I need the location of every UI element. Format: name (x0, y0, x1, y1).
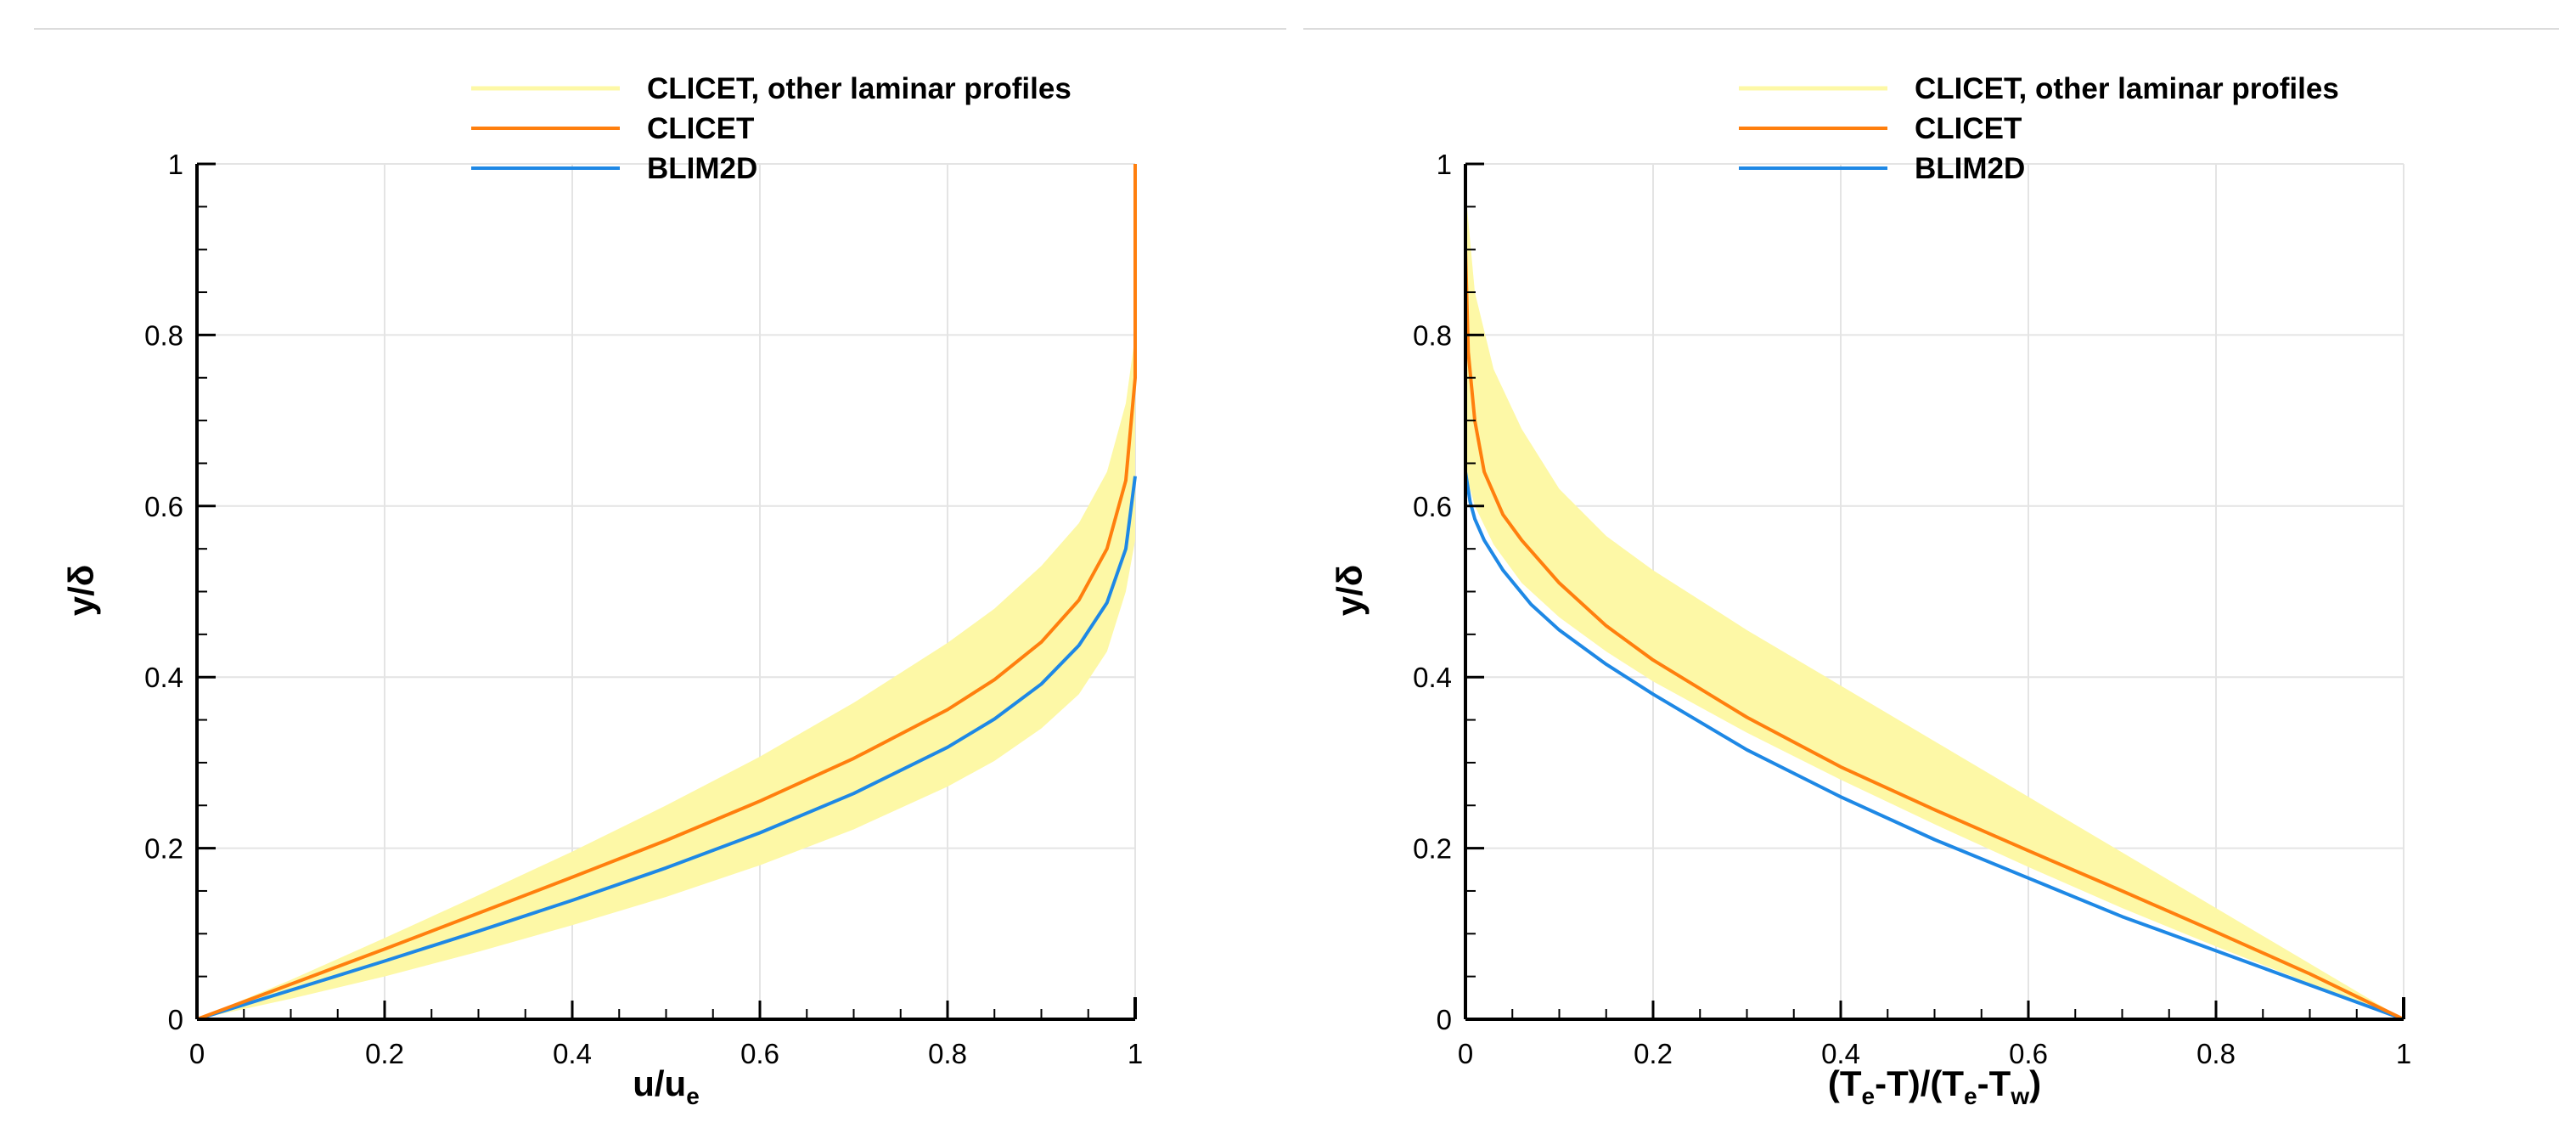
y-axis-label: y/δ (1330, 565, 1370, 617)
band-other-laminar-profiles (197, 335, 1135, 1019)
legend-label: CLICET (1915, 112, 2022, 145)
x-axis-label: (Te-T)/(Te-Tw) (1828, 1063, 2041, 1109)
x-tick-label: 0.8 (928, 1038, 967, 1069)
y-tick-label: 0.2 (1413, 833, 1452, 865)
y-tick-label: 1 (1437, 149, 1452, 180)
y-tick-label: 0.8 (144, 319, 183, 351)
panel-temperature-profile: 0 0.2 0.4 0.6 0.8 100.20.40.60.81y/δ(Te-T)/(T… (1330, 72, 2411, 1109)
x-tick-label: 0.6 (2009, 1038, 2048, 1069)
legend-label: BLIM2D (647, 152, 757, 185)
series-line-blim2d (1464, 471, 2404, 1021)
y-tick-label: 0.4 (144, 662, 183, 693)
x-tick-label: 0.6 (740, 1038, 779, 1069)
x-tick-label: 0.4 (553, 1038, 592, 1069)
x-axis-label-subscript: e (1964, 1083, 1977, 1109)
x-tick-label: 0 (1458, 1038, 1473, 1069)
x-axis-label-subscript: w (2010, 1083, 2029, 1109)
y-axis-label: y/δ (61, 565, 101, 617)
band-other-laminar-profiles (1465, 189, 2404, 1019)
y-tick-label: 0.6 (1413, 491, 1452, 522)
y-tick-label: 0.2 (144, 833, 183, 865)
x-tick-label: 1 (2396, 1038, 2411, 1069)
legend-label: CLICET, other laminar profiles (647, 72, 1071, 105)
x-axis-label-subscript: e (1862, 1083, 1876, 1109)
legend-label: CLICET (647, 112, 754, 145)
series-line-clicet (196, 164, 1137, 1021)
x-axis-label-part: ) (2029, 1063, 2041, 1103)
x-tick-label: 0.2 (365, 1038, 404, 1069)
x-tick-label: 0 (189, 1038, 205, 1069)
series-line-clicet (1464, 249, 2404, 1021)
x-tick-label: 1 (1128, 1038, 1143, 1069)
y-tick-label: 0 (168, 1004, 183, 1035)
y-tick-label: 0.8 (1413, 319, 1452, 351)
y-tick-label: 1 (168, 149, 183, 180)
x-tick-label: 0.4 (1821, 1038, 1860, 1069)
x-axis-label-part: -T)/(T (1875, 1063, 1964, 1103)
x-axis-label-subscript: e (686, 1083, 700, 1109)
legend-label: CLICET, other laminar profiles (1915, 72, 2339, 105)
x-axis-label-part: u/u (633, 1063, 686, 1103)
y-tick-label: 0.6 (144, 491, 183, 522)
x-axis-label-part: (T (1828, 1063, 1862, 1103)
legend-label: BLIM2D (1915, 152, 2025, 185)
x-tick-label: 0.2 (1634, 1038, 1673, 1069)
series-line-blim2d (196, 476, 1137, 1021)
y-tick-label: 0 (1437, 1004, 1452, 1035)
y-tick-label: 0.4 (1413, 662, 1452, 693)
x-axis-label-part: -T (1977, 1063, 2011, 1103)
panel-velocity-profile: 0 0.2 0.4 0.6 0.8 1 0 0.2 0.4 0.6 0.8 1 y/δ u/ue CLICE… (61, 72, 1143, 1109)
x-tick-label: 0.8 (2196, 1038, 2236, 1069)
x-axis-label: u/ue (633, 1063, 700, 1109)
